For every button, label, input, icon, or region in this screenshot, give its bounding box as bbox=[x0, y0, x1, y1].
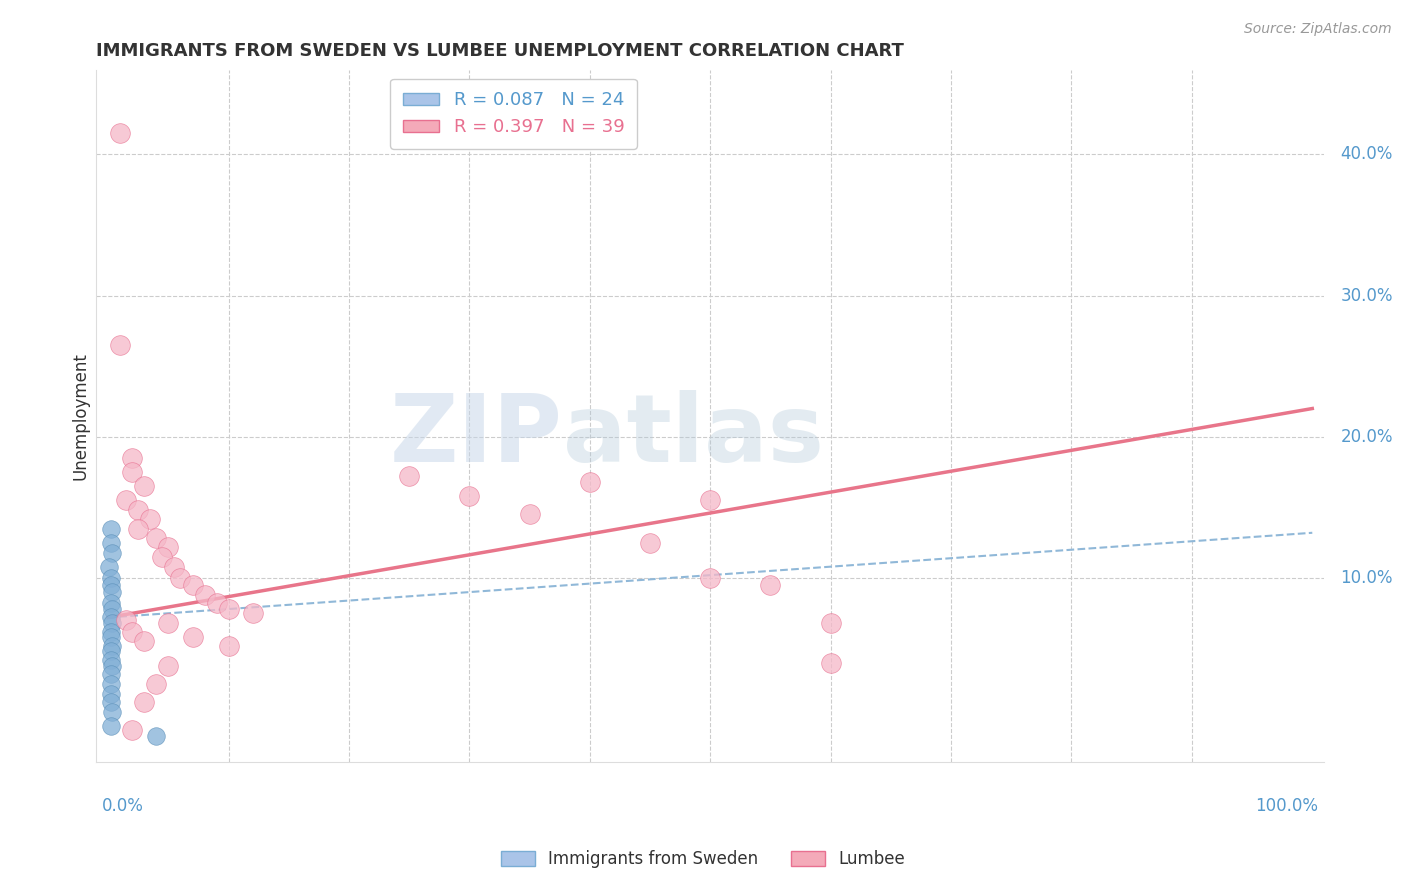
Y-axis label: Unemployment: Unemployment bbox=[72, 351, 89, 480]
Point bbox=[121, 465, 143, 479]
Point bbox=[115, 613, 138, 627]
Text: 20.0%: 20.0% bbox=[1340, 428, 1393, 446]
Point bbox=[101, 602, 124, 616]
Point bbox=[218, 602, 240, 616]
Point bbox=[759, 578, 782, 592]
Point bbox=[100, 535, 122, 549]
Point bbox=[127, 522, 149, 536]
Point bbox=[181, 578, 204, 592]
Point bbox=[699, 493, 721, 508]
Text: atlas: atlas bbox=[562, 391, 824, 483]
Point bbox=[134, 479, 156, 493]
Point bbox=[100, 624, 122, 639]
Point bbox=[820, 656, 842, 670]
Point bbox=[101, 705, 124, 719]
Text: ZIP: ZIP bbox=[389, 391, 562, 483]
Point bbox=[145, 729, 167, 743]
Text: 10.0%: 10.0% bbox=[1340, 569, 1393, 587]
Point bbox=[101, 616, 124, 631]
Point bbox=[100, 653, 122, 667]
Point bbox=[100, 522, 122, 536]
Point bbox=[100, 644, 122, 658]
Point bbox=[101, 545, 124, 559]
Point bbox=[134, 634, 156, 648]
Point bbox=[100, 571, 122, 585]
Point bbox=[205, 596, 228, 610]
Point bbox=[101, 585, 124, 599]
Point bbox=[100, 667, 122, 681]
Point bbox=[157, 540, 180, 554]
Point bbox=[121, 450, 143, 465]
Point bbox=[820, 616, 842, 631]
Text: 40.0%: 40.0% bbox=[1340, 145, 1393, 163]
Point bbox=[121, 624, 143, 639]
Point bbox=[145, 532, 167, 546]
Point bbox=[134, 695, 156, 709]
Text: IMMIGRANTS FROM SWEDEN VS LUMBEE UNEMPLOYMENT CORRELATION CHART: IMMIGRANTS FROM SWEDEN VS LUMBEE UNEMPLO… bbox=[96, 42, 904, 60]
Point bbox=[699, 571, 721, 585]
Text: 30.0%: 30.0% bbox=[1340, 286, 1393, 304]
Point bbox=[458, 489, 481, 503]
Legend: Immigrants from Sweden, Lumbee: Immigrants from Sweden, Lumbee bbox=[495, 844, 911, 875]
Point bbox=[101, 658, 124, 673]
Point bbox=[181, 630, 204, 644]
Point bbox=[169, 571, 191, 585]
Point bbox=[157, 658, 180, 673]
Point bbox=[519, 508, 541, 522]
Point bbox=[101, 639, 124, 653]
Point bbox=[163, 559, 186, 574]
Point bbox=[157, 616, 180, 631]
Text: 0.0%: 0.0% bbox=[103, 797, 143, 814]
Point bbox=[139, 511, 162, 525]
Point bbox=[242, 607, 264, 621]
Point bbox=[110, 126, 132, 140]
Point bbox=[638, 535, 661, 549]
Point bbox=[100, 719, 122, 733]
Point bbox=[152, 549, 174, 564]
Point bbox=[100, 630, 122, 644]
Text: 100.0%: 100.0% bbox=[1256, 797, 1319, 814]
Point bbox=[579, 475, 602, 489]
Point bbox=[100, 578, 122, 592]
Point bbox=[98, 559, 121, 574]
Legend: R = 0.087   N = 24, R = 0.397   N = 39: R = 0.087 N = 24, R = 0.397 N = 39 bbox=[391, 78, 637, 149]
Point bbox=[100, 610, 122, 624]
Point bbox=[100, 695, 122, 709]
Point bbox=[145, 677, 167, 691]
Point bbox=[398, 469, 420, 483]
Point bbox=[115, 493, 138, 508]
Point bbox=[218, 639, 240, 653]
Point bbox=[110, 338, 132, 352]
Point bbox=[193, 588, 215, 602]
Point bbox=[100, 687, 122, 701]
Point bbox=[100, 596, 122, 610]
Point bbox=[100, 677, 122, 691]
Point bbox=[127, 503, 149, 517]
Point bbox=[121, 723, 143, 738]
Text: Source: ZipAtlas.com: Source: ZipAtlas.com bbox=[1244, 22, 1392, 37]
